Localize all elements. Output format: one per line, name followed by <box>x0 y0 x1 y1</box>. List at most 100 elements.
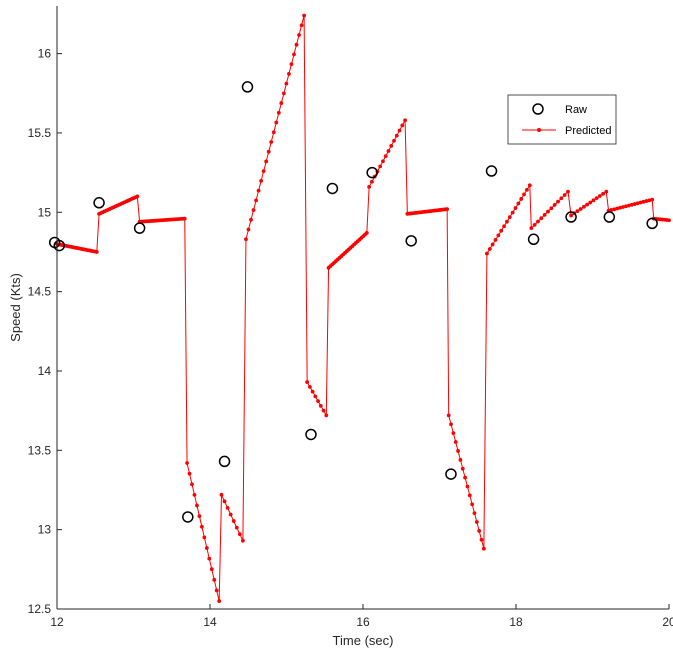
predicted-point <box>453 440 458 444</box>
predicted-point <box>190 482 194 487</box>
predicted-point <box>597 194 602 198</box>
predicted-point <box>470 502 475 507</box>
predicted-point <box>321 408 326 413</box>
predicted-point <box>394 133 399 138</box>
predicted-point <box>559 196 564 201</box>
legend-predicted-marker <box>537 128 541 132</box>
predicted-point <box>499 228 504 233</box>
predicted-point <box>192 492 197 497</box>
predicted-point <box>578 207 583 211</box>
predicted-point <box>490 242 495 247</box>
predicted-point <box>276 110 281 115</box>
predicted-point <box>249 217 253 222</box>
predicted-point <box>569 213 573 218</box>
predicted-point <box>284 81 289 86</box>
predicted-point <box>383 154 388 159</box>
predicted-point <box>650 197 655 202</box>
predicted-point <box>292 52 296 57</box>
predicted-point <box>479 537 484 542</box>
predicted-point <box>446 413 451 418</box>
predicted-point <box>529 226 534 231</box>
predicted-point <box>310 389 315 394</box>
predicted-point <box>532 222 537 227</box>
predicted-point <box>254 198 258 203</box>
predicted-point <box>202 535 207 540</box>
x-tick-label: 18 <box>509 615 523 629</box>
predicted-point <box>609 208 614 212</box>
raw-point <box>405 235 417 247</box>
predicted-point <box>197 514 202 519</box>
predicted-point <box>225 506 230 510</box>
predicted-point <box>240 538 245 543</box>
predicted-point <box>199 524 204 529</box>
y-tick-label: 16 <box>38 47 52 61</box>
x-tick-label: 14 <box>203 615 217 629</box>
predicted-point <box>591 198 596 203</box>
predicted-point <box>632 202 637 206</box>
legend-predicted-label: Predicted <box>565 125 611 137</box>
predicted-point <box>297 33 301 37</box>
predicted-point <box>289 62 294 67</box>
predicted-point <box>615 206 620 211</box>
predicted-point <box>231 519 236 523</box>
predicted-point <box>513 206 518 210</box>
predicted-point <box>601 191 605 196</box>
raw-point <box>305 428 317 441</box>
raw-point <box>241 81 254 93</box>
predicted-point <box>237 532 242 537</box>
predicted-point <box>302 13 306 18</box>
predicted-point <box>187 471 192 476</box>
predicted-point <box>472 511 477 516</box>
predicted-point <box>496 233 501 238</box>
predicted-point <box>638 200 643 205</box>
predicted-point <box>635 201 640 206</box>
predicted-point <box>485 251 489 256</box>
predicted-point <box>135 194 140 199</box>
predicted-point <box>94 250 99 254</box>
predicted-point <box>294 42 299 47</box>
predicted-point <box>397 128 402 133</box>
predicted-point <box>212 577 217 582</box>
predicted-point <box>458 457 463 462</box>
raw-point <box>565 211 577 223</box>
raw-point <box>485 165 498 177</box>
predicted-point <box>313 394 318 399</box>
predicted-point <box>519 197 524 201</box>
predicted-point <box>256 188 261 193</box>
predicted-point <box>467 493 472 498</box>
predicted-point <box>552 203 557 207</box>
predicted-point <box>274 120 279 125</box>
predicted-point <box>281 91 286 96</box>
predicted-point <box>581 204 586 209</box>
predicted-point <box>244 237 248 242</box>
y-tick-label: 15.5 <box>28 126 52 140</box>
predicted-point <box>228 512 233 517</box>
legend-raw-marker <box>532 103 544 115</box>
predicted-point <box>316 399 320 404</box>
predicted-point <box>463 475 467 480</box>
predicted-point <box>400 123 405 128</box>
predicted-point <box>460 466 465 471</box>
predicted-point <box>214 588 219 593</box>
y-tick-label: 15 <box>38 205 52 219</box>
predicted-point <box>251 208 256 212</box>
predicted-point <box>502 224 506 229</box>
predicted-point <box>392 138 396 143</box>
predicted-point <box>403 118 407 123</box>
legend-box <box>507 94 617 145</box>
predicted-point <box>612 207 617 212</box>
y-tick-label: 14 <box>38 364 52 378</box>
predicted-point <box>451 431 456 436</box>
predicted-point <box>195 503 199 508</box>
predicted-point <box>647 198 652 203</box>
predicted-point <box>269 140 274 144</box>
predicted-point <box>264 159 269 164</box>
predicted-point <box>324 413 329 418</box>
predicted-point <box>539 216 544 221</box>
predicted-point <box>507 215 512 220</box>
predicted-point <box>204 546 209 550</box>
raw-point <box>527 233 540 246</box>
predicted-point <box>367 185 372 189</box>
predicted-point <box>271 130 276 135</box>
